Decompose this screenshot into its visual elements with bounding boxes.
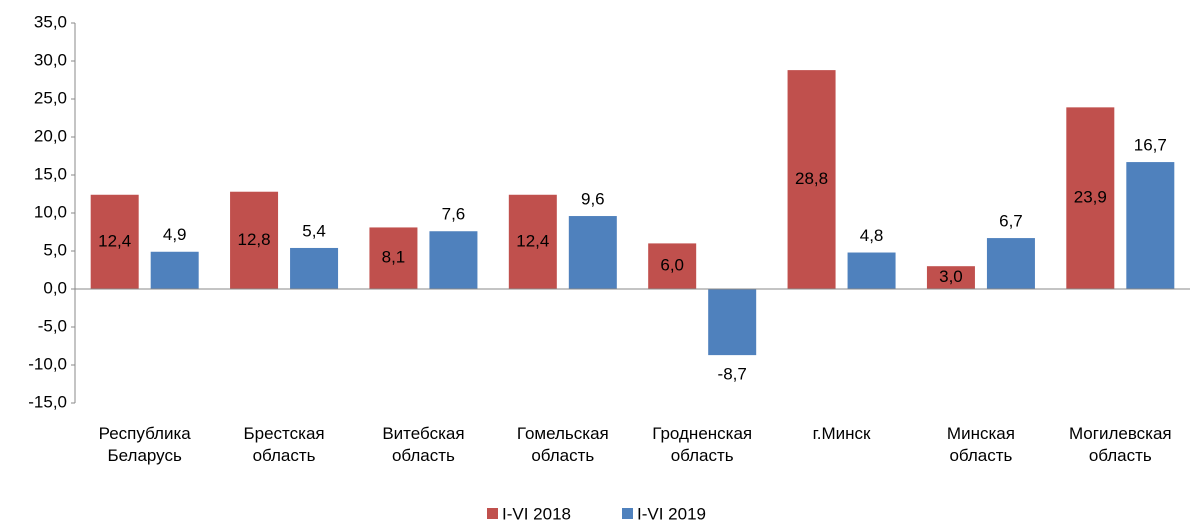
bar — [986, 238, 1035, 289]
y-tick-label: 35,0 — [34, 12, 67, 31]
y-tick-label: 10,0 — [34, 202, 67, 221]
data-label: 9,6 — [581, 190, 605, 209]
bar — [230, 191, 279, 289]
x-tick-label: Республика Беларусь — [98, 424, 191, 465]
data-label: 6,0 — [660, 256, 684, 275]
bar — [150, 251, 199, 289]
legend-label: I-VI 2019 — [637, 504, 706, 521]
legend-label: I-VI 2018 — [502, 504, 571, 521]
bar — [708, 289, 757, 356]
data-label: 28,8 — [795, 169, 828, 188]
bar — [847, 252, 896, 289]
data-label: -8,7 — [718, 365, 747, 384]
x-tick-label: Брестская область — [243, 424, 325, 465]
data-label: 12,4 — [98, 231, 131, 250]
x-tick-label: Витебская область — [382, 424, 465, 465]
data-label: 6,7 — [999, 212, 1023, 231]
bar — [90, 194, 139, 289]
data-label: 8,1 — [382, 248, 406, 267]
y-tick-label: -10,0 — [28, 354, 67, 373]
y-tick-label: 30,0 — [34, 50, 67, 69]
data-label: 4,8 — [860, 226, 884, 245]
y-tick-label: 5,0 — [43, 240, 67, 259]
x-tick-label: Гомельская область — [516, 424, 609, 465]
bar — [926, 266, 975, 289]
x-tick-label: г.Минск — [812, 424, 871, 443]
data-label: 12,8 — [238, 230, 271, 249]
y-tick-label: 15,0 — [34, 164, 67, 183]
y-tick-label: 0,0 — [43, 278, 67, 297]
data-label: 4,9 — [163, 225, 187, 244]
data-label: 5,4 — [302, 221, 326, 240]
data-label: 3,0 — [939, 267, 963, 286]
x-tick-label: Гродненская область — [652, 424, 753, 465]
bar — [787, 70, 836, 290]
y-tick-label: 25,0 — [34, 88, 67, 107]
bar — [648, 243, 697, 289]
y-tick-label: -5,0 — [38, 316, 67, 335]
data-label: 7,6 — [442, 205, 466, 224]
data-label: 12,4 — [516, 231, 549, 250]
legend-swatch — [487, 508, 498, 519]
x-tick-label: Могилевская область — [1068, 424, 1172, 465]
bar — [1066, 107, 1115, 289]
data-label: 23,9 — [1074, 188, 1107, 207]
bar — [429, 231, 478, 289]
bar — [568, 216, 617, 289]
x-tick-label: Минская область — [946, 424, 1015, 465]
y-tick-label: 20,0 — [34, 126, 67, 145]
legend-swatch — [622, 508, 633, 519]
data-label: 16,7 — [1134, 136, 1167, 155]
y-tick-label: -15,0 — [28, 392, 67, 411]
bar — [290, 247, 339, 289]
bar — [508, 194, 557, 289]
bar — [1126, 162, 1175, 289]
bar — [369, 227, 418, 289]
